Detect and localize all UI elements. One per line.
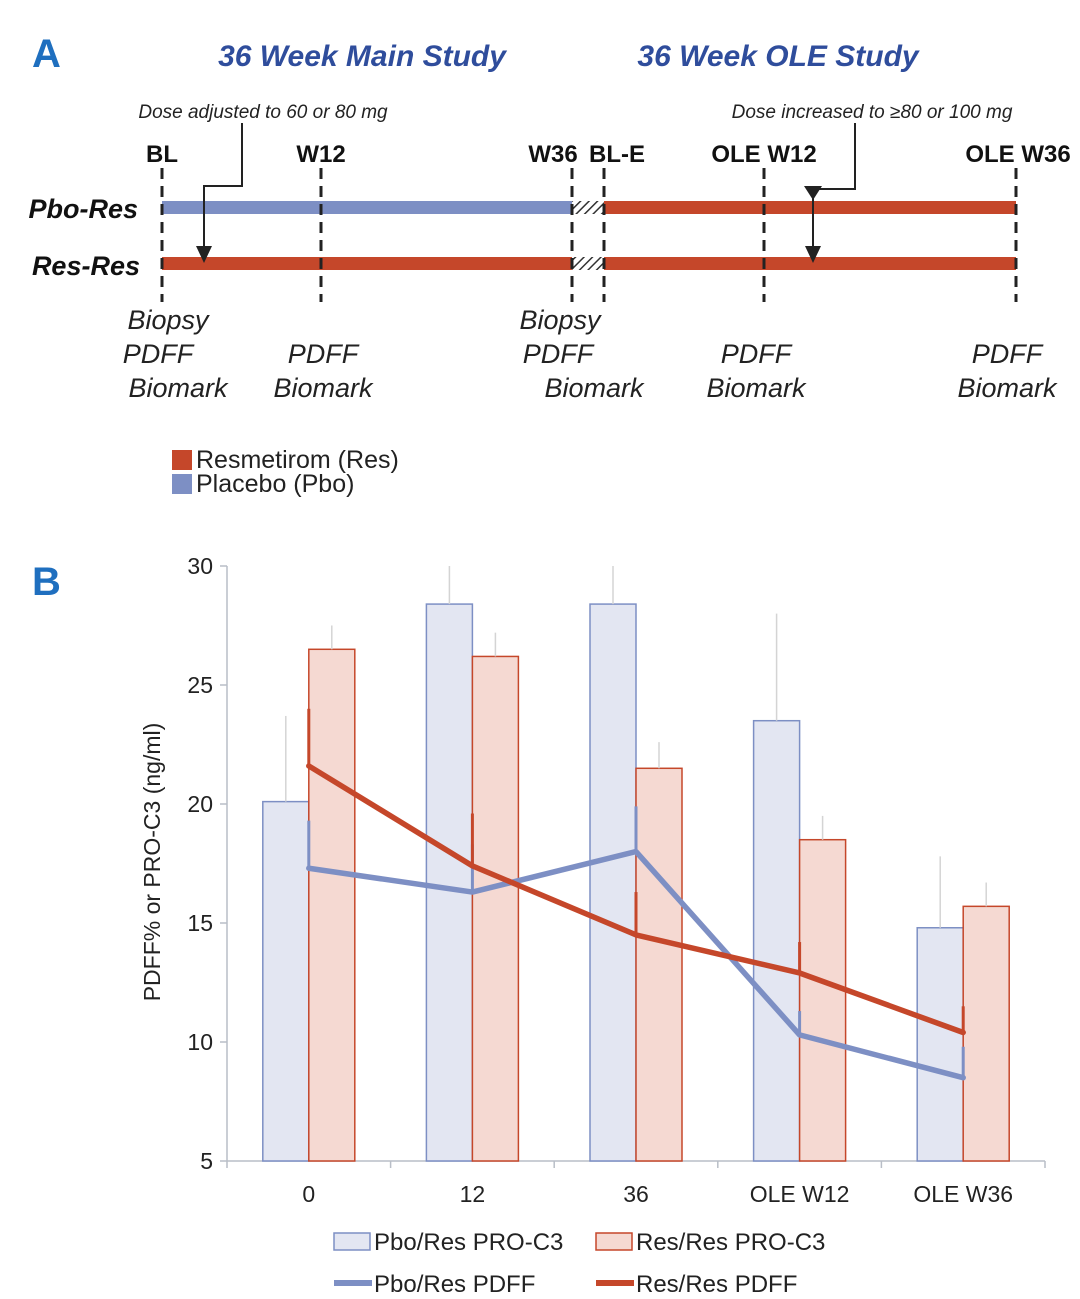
panel-b-letter: B bbox=[32, 560, 61, 604]
proc-w36-biopsy: Biopsy bbox=[519, 305, 602, 335]
proc-olew12-pdff: PDFF bbox=[721, 339, 793, 369]
proc-olew36-pdff: PDFF bbox=[972, 339, 1044, 369]
bar-res-res-pro-c3 bbox=[798, 838, 847, 1162]
pdff-lines bbox=[306, 708, 966, 1081]
y-ticks: 5 10 15 20 25 30 bbox=[187, 553, 227, 1174]
dose-note-1: Dose adjusted to 60 or 80 mg bbox=[138, 102, 388, 123]
bar-pbo-res-pro-c3 bbox=[752, 719, 801, 1162]
proc-bl-biomark: Biomark bbox=[128, 373, 229, 403]
timepoint-label-bl-e: BL-E bbox=[589, 141, 645, 168]
proc-bl-pdff: PDFF bbox=[123, 339, 195, 369]
panel-a-letter: A bbox=[32, 32, 61, 76]
x-tick-label: OLE W36 bbox=[913, 1181, 1013, 1207]
proc-w12-biomark: Biomark bbox=[273, 373, 374, 403]
dose-adjust-arrow bbox=[203, 123, 243, 250]
proc-w36-pdff: PDFF bbox=[523, 339, 595, 369]
dose-note-2: Dose increased to ≥80 or 100 mg bbox=[732, 102, 1013, 123]
proc-olew36-biomark: Biomark bbox=[957, 373, 1058, 403]
legend-label-placebo: Placebo (Pbo) bbox=[196, 470, 354, 498]
x-tick-label: OLE W12 bbox=[750, 1181, 850, 1207]
y-tick-label: 5 bbox=[200, 1148, 213, 1174]
line-pbo-res-pdff bbox=[306, 848, 966, 1081]
legend-swatch-placebo bbox=[172, 474, 192, 494]
x-tick-label: 36 bbox=[623, 1181, 649, 1207]
bar-res-res-pro-c3 bbox=[962, 905, 1010, 1162]
bar-pbo-res-pro-c3 bbox=[589, 603, 637, 1162]
main-study-title: 36 Week Main Study bbox=[218, 40, 507, 73]
pbo-res-gap-hatch bbox=[572, 201, 604, 214]
pbo-res-resmetirom-bar bbox=[604, 201, 1016, 214]
legend-swatch-res-res-proc3 bbox=[595, 1232, 633, 1251]
arm-label-res-res: Res-Res bbox=[32, 251, 140, 281]
legend-label-resmetirom: Resmetirom (Res) bbox=[196, 446, 399, 474]
res-res-gap-hatch bbox=[572, 257, 604, 270]
arm-label-pbo-res: Pbo-Res bbox=[28, 194, 138, 224]
dose-adjust-arrowhead bbox=[196, 246, 212, 263]
panel-b: B PDFF% or PRO-C3 (ng/ml) 5 10 15 20 25 30 0 1… bbox=[32, 553, 1046, 1298]
bar-pbo-res-pro-c3 bbox=[262, 800, 310, 1162]
y-tick-label: 30 bbox=[187, 553, 213, 579]
legend-swatch-pbo-res-proc3 bbox=[333, 1232, 371, 1251]
chart-legend: Pbo/Res PRO-C3 Res/Res PRO-C3 Pbo/Res PD… bbox=[333, 1229, 825, 1298]
x-tick-label: 12 bbox=[460, 1181, 486, 1207]
timepoint-label-w36: W36 bbox=[528, 141, 577, 168]
bar-res-res-pro-c3 bbox=[471, 655, 520, 1162]
line-res-res-pdff bbox=[306, 763, 966, 1036]
proc-w12-pdff: PDFF bbox=[288, 339, 360, 369]
timepoint-label-ole-w36: OLE W36 bbox=[965, 141, 1070, 168]
timepoint-dashed-lines bbox=[160, 168, 1018, 302]
ole-study-title: 36 Week OLE Study bbox=[637, 40, 920, 73]
legend-label-pbo-res-pdff: Pbo/Res PDFF bbox=[374, 1271, 535, 1298]
legend-label-res-res-pdff: Res/Res PDFF bbox=[636, 1271, 797, 1298]
plot-area: 5 10 15 20 25 30 0 12 36 OLE W12 OLE W36 bbox=[187, 553, 1046, 1207]
legend-swatch-resmetirom bbox=[172, 450, 192, 470]
x-tick-label: 0 bbox=[302, 1181, 315, 1207]
x-ticks: 0 12 36 OLE W12 OLE W36 bbox=[226, 1161, 1046, 1207]
bar-pbo-res-pro-c3 bbox=[916, 927, 964, 1162]
panel-a: A 36 Week Main Study 36 Week OLE Study D… bbox=[28, 32, 1070, 498]
legend-label-res-res-proc3: Res/Res PRO-C3 bbox=[636, 1229, 825, 1256]
proc-bl-biopsy: Biopsy bbox=[127, 305, 210, 335]
timepoint-label-w12: W12 bbox=[296, 141, 345, 168]
proc-w36-biomark: Biomark bbox=[544, 373, 645, 403]
dose-increase-arrowhead bbox=[805, 246, 821, 263]
bar-res-res-pro-c3 bbox=[635, 767, 683, 1162]
y-tick-label: 15 bbox=[187, 910, 213, 936]
proc-olew12-biomark: Biomark bbox=[706, 373, 807, 403]
y-tick-label: 25 bbox=[187, 672, 213, 698]
legend-label-pbo-res-proc3: Pbo/Res PRO-C3 bbox=[374, 1229, 563, 1256]
bar-res-res-pro-c3 bbox=[308, 648, 356, 1162]
dose-increase-arrow bbox=[812, 123, 856, 250]
y-tick-label: 20 bbox=[187, 791, 213, 817]
res-res-main-bar bbox=[162, 257, 572, 270]
bar-pbo-res-pro-c3 bbox=[425, 603, 474, 1162]
y-axis-label: PDFF% or PRO-C3 (ng/ml) bbox=[139, 723, 165, 1002]
dose-increase-arrowhead-top bbox=[804, 186, 822, 200]
res-res-ole-bar bbox=[604, 257, 1016, 270]
timepoint-label-bl: BL bbox=[146, 141, 178, 168]
bars bbox=[262, 566, 1010, 1162]
pbo-res-placebo-bar bbox=[162, 201, 572, 214]
timepoint-label-ole-w12: OLE W12 bbox=[711, 141, 816, 168]
y-tick-label: 10 bbox=[187, 1029, 213, 1055]
